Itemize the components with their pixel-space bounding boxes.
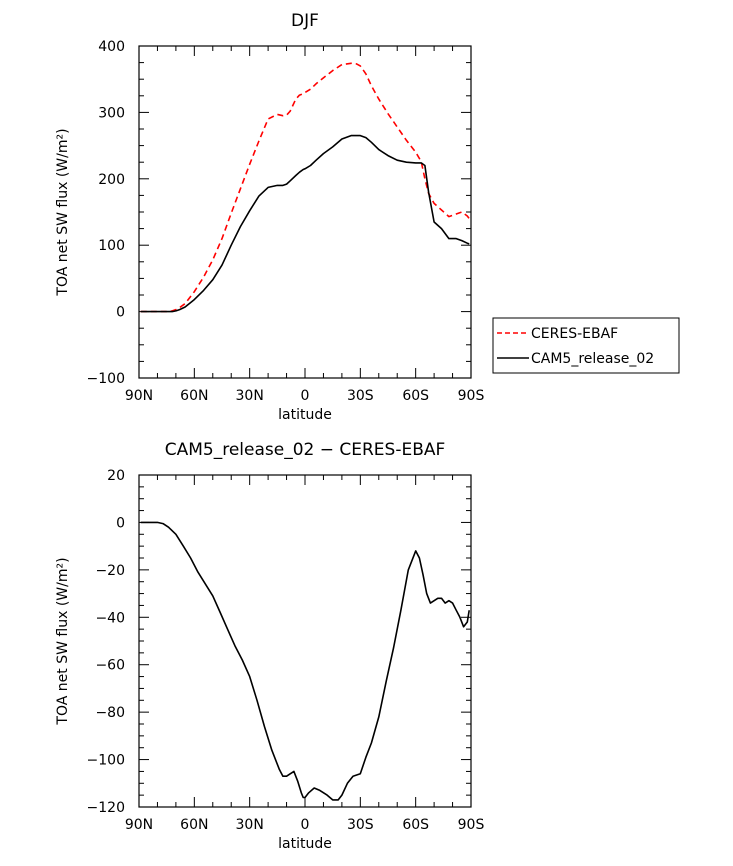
y-tick-label: −60 [95, 658, 125, 674]
y-tick-label: 200 [98, 172, 125, 188]
x-tick-label: 30S [347, 817, 374, 833]
chart-title: DJF [291, 11, 319, 31]
x-tick-label: 60N [180, 388, 208, 404]
x-axis-label: latitude [278, 407, 332, 423]
x-tick-label: 90S [458, 388, 485, 404]
x-tick-label: 0 [301, 388, 310, 404]
x-tick-label: 90N [125, 817, 153, 833]
x-tick-label: 90N [125, 388, 153, 404]
y-tick-label: −20 [95, 563, 125, 579]
x-tick-label: 60S [402, 388, 429, 404]
ceres-ebaf-line [140, 62, 470, 313]
y-tick-label: −100 [87, 371, 125, 387]
y-tick-label: 0 [116, 515, 125, 531]
x-tick-label: 30N [236, 817, 264, 833]
x-tick-label: 60S [402, 817, 429, 833]
y-tick-label: −120 [87, 800, 125, 816]
legend-label: CAM5_release_02 [531, 351, 654, 367]
x-tick-label: 60N [180, 817, 208, 833]
plot-frame [138, 45, 472, 379]
bottom-panel-difference: CAM5_release_02 − CERES-EBAF 20 0 −20 −40 −60… [55, 440, 484, 852]
legend-label: CERES-EBAF [531, 326, 618, 342]
y-tick-label: 0 [116, 305, 125, 321]
y-axis-label: TOA net SW flux (W/m²) [55, 128, 71, 296]
x-tick-label: 0 [301, 817, 310, 833]
y-tick-label: 20 [107, 468, 125, 484]
y-axis-label: TOA net SW flux (W/m²) [55, 557, 71, 725]
y-tick-label: 400 [98, 39, 125, 55]
x-tick-label: 90S [458, 817, 485, 833]
difference-line [140, 521, 470, 801]
y-tick-label: 100 [98, 238, 125, 254]
cam5-release-02-line [140, 134, 470, 313]
x-axis-label: latitude [278, 836, 332, 852]
y-tick-label: −40 [95, 610, 125, 626]
legend-box [492, 317, 680, 374]
y-tick-label: 300 [98, 105, 125, 121]
y-tick-label: −80 [95, 705, 125, 721]
plot-frame [138, 474, 472, 808]
chart-title: CAM5_release_02 − CERES-EBAF [165, 440, 446, 460]
x-tick-label: 30S [347, 388, 374, 404]
y-tick-label: −100 [87, 753, 125, 769]
x-tick-label: 30N [236, 388, 264, 404]
